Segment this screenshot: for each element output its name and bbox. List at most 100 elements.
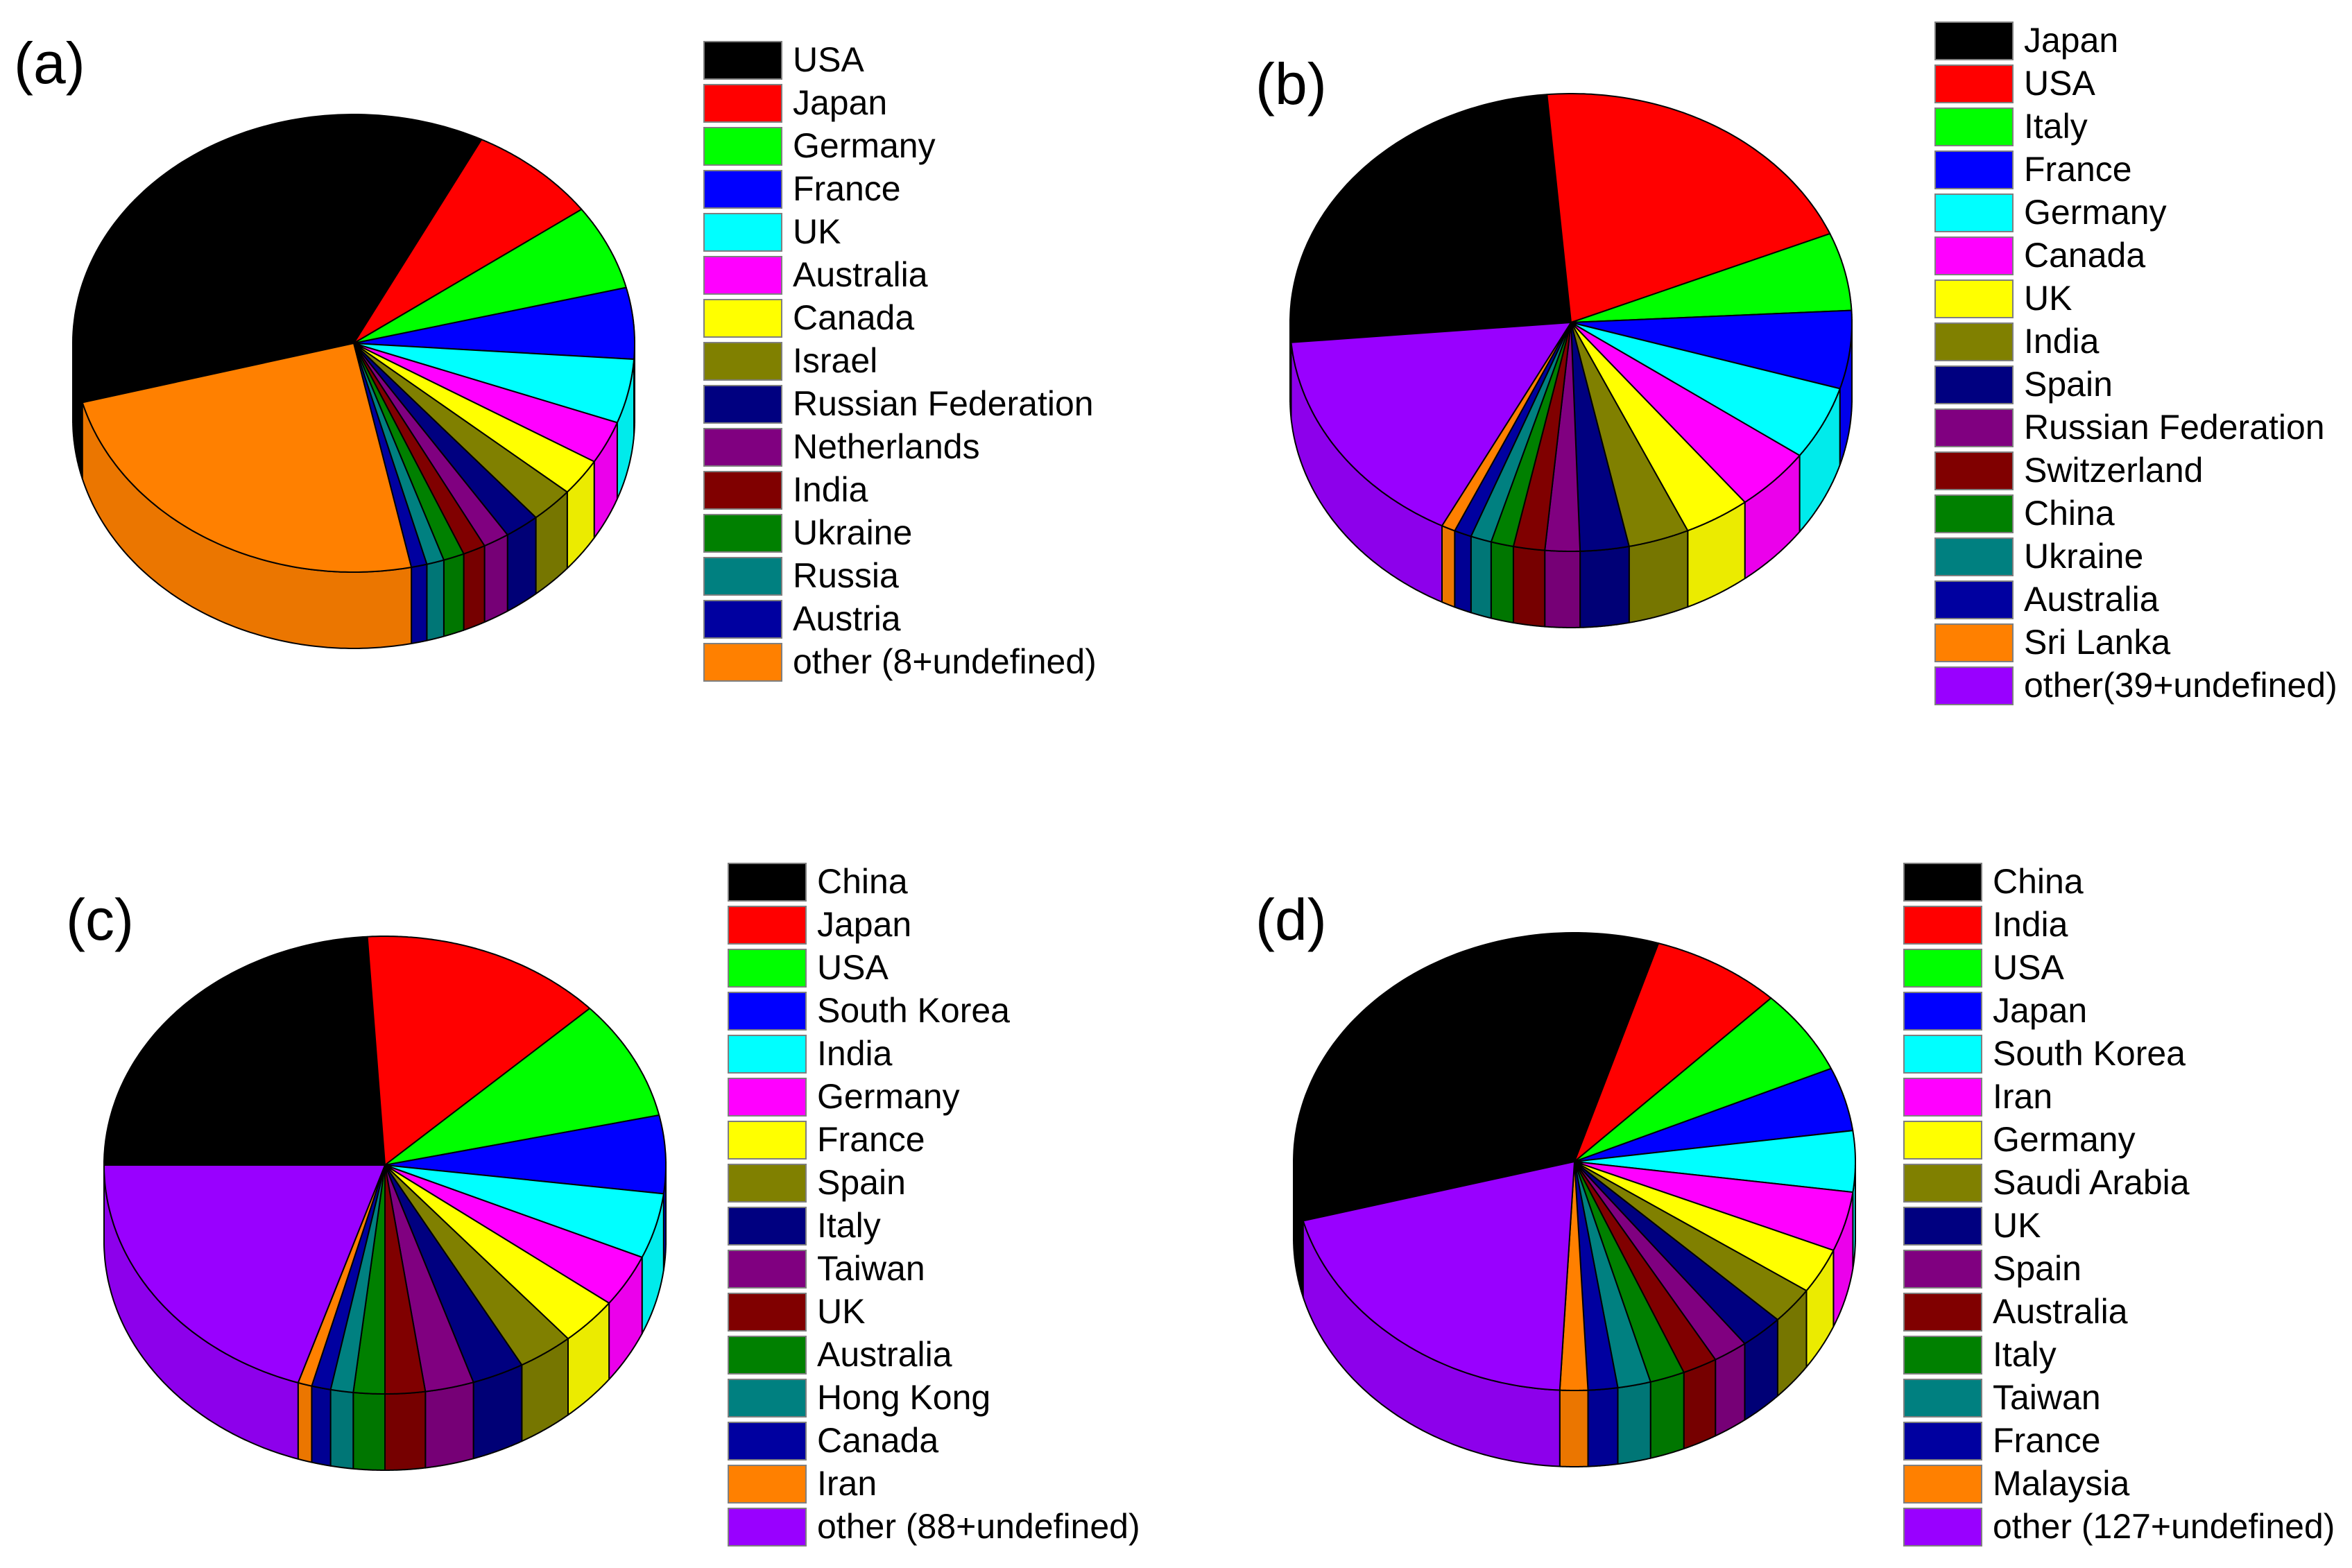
legend-swatch (728, 1164, 807, 1203)
pie-slice-side (311, 1385, 332, 1467)
legend-swatch (703, 84, 782, 123)
pie-slice (353, 343, 445, 565)
legend-entry: Japan (793, 83, 887, 122)
pie-slice (1544, 322, 1581, 552)
legend-swatch (1903, 1207, 1982, 1246)
legend-swatch (728, 1379, 807, 1418)
pie-slice-side (297, 1381, 313, 1463)
pie-slice-side (1683, 1359, 1717, 1449)
pie-chart-2: (b) Japan USA Italy France Germany Canada UK Ind… (1255, 21, 2337, 705)
legend-swatch (1934, 236, 2014, 275)
legend-swatch (1934, 107, 2014, 146)
pie-slice-side (1617, 1381, 1651, 1465)
legend-entry: other (88+undefined) (817, 1507, 1140, 1546)
legend-swatch (1934, 365, 2014, 404)
pie-side-walls (1293, 1161, 1856, 1467)
pie-slice (384, 1164, 427, 1395)
legend-swatch (728, 1121, 807, 1160)
pie-slice (1570, 309, 1853, 390)
pie-slice (384, 1164, 569, 1366)
legend-swatch (703, 643, 782, 682)
pie-slice (353, 343, 428, 568)
legend: China Japan USA South Korea India Germany Fran… (728, 862, 1140, 1547)
legend-entry: Ukraine (793, 513, 912, 552)
legend-entry: Spain (2024, 365, 2113, 404)
legend-entry: Sri Lanka (2024, 623, 2170, 662)
legend-swatch (728, 949, 807, 988)
legend-swatch (1934, 193, 2014, 232)
legend-swatch (1903, 906, 1982, 945)
legend-entry: UK (2024, 279, 2072, 318)
pie-side-walls (103, 1164, 667, 1471)
pie-slice (384, 1164, 643, 1304)
legend-entry: UK (793, 212, 841, 251)
pie-slice (353, 343, 465, 561)
legend-entry: USA (2024, 64, 2095, 103)
legend-swatch (1903, 1336, 1982, 1375)
legend-swatch (1903, 1465, 1982, 1504)
legend-swatch (1903, 1293, 1982, 1332)
pie-slice-side (463, 545, 486, 631)
pie-slice (353, 343, 537, 536)
pie-slice (353, 343, 635, 424)
pie-slice-side (1512, 546, 1546, 628)
legend-swatch (1903, 1078, 1982, 1117)
legend: USA Japan Germany France UK Australia Canada Is… (703, 40, 1097, 682)
legend-swatch (1934, 279, 2014, 318)
legend: China India USA Japan South Korea Iran Germany… (1903, 862, 2335, 1547)
legend-swatch (728, 992, 807, 1031)
pie-slice-side (1470, 535, 1492, 619)
pie-top-faces (72, 114, 635, 573)
legend-swatch (703, 256, 782, 295)
panel-label: (c) (66, 887, 134, 952)
pie-slice (1574, 1067, 1854, 1162)
pie-slice (1293, 932, 1660, 1222)
pie-slice-side (1490, 541, 1514, 623)
legend-entry: Russian Federation (2024, 408, 2325, 447)
legend-entry: Hong Kong (817, 1378, 990, 1417)
legend-entry: other (8+undefined) (793, 642, 1097, 681)
legend-entry: India (793, 470, 868, 509)
legend-swatch (728, 1078, 807, 1117)
legend-entry: France (2024, 150, 2132, 189)
pie-slice-side (352, 1391, 386, 1471)
legend-entry: Taiwan (1993, 1378, 2101, 1417)
legend-swatch (703, 127, 782, 166)
pie-slice (1570, 322, 1630, 552)
pie-slice (1289, 94, 1572, 343)
legend-swatch (703, 170, 782, 209)
legend-entry: South Korea (817, 991, 1010, 1030)
legend-swatch (703, 471, 782, 510)
pie-slice-side (384, 1390, 427, 1471)
pie-slice (1574, 1161, 1717, 1373)
legend-swatch (1903, 863, 1982, 902)
legend-entry: Japan (817, 905, 911, 944)
legend-swatch (703, 514, 782, 553)
legend-swatch (728, 1250, 807, 1289)
pie-slice (353, 343, 486, 555)
legend-entry: Australia (2024, 580, 2159, 619)
pie-slice-side (483, 534, 508, 623)
pie-slice (103, 1164, 386, 1384)
legend-entry: South Korea (1993, 1034, 2186, 1073)
pie-slice (1574, 1161, 1685, 1383)
legend-swatch (1934, 623, 2014, 662)
legend-entry: Malaysia (1993, 1464, 2129, 1503)
legend-entry: UK (1993, 1206, 2041, 1245)
legend-entry: China (1993, 862, 2084, 901)
legend-entry: France (1993, 1421, 2101, 1460)
pie-slice (384, 1164, 474, 1393)
legend-entry: Italy (1993, 1335, 2057, 1374)
pie-slice (1570, 322, 1801, 503)
legend-entry: Austria (793, 599, 901, 638)
pie-slice-side (1579, 545, 1630, 628)
legend-entry: USA (793, 40, 864, 79)
pie-slice (1574, 1161, 1854, 1251)
pie-slice (1559, 1161, 1589, 1391)
panel-label: (d) (1255, 887, 1327, 952)
pie-slice (1570, 322, 1746, 532)
legend-swatch (1903, 1379, 1982, 1418)
pie-top-faces (103, 936, 667, 1395)
pie-slice (353, 139, 583, 344)
legend-swatch (703, 385, 782, 424)
